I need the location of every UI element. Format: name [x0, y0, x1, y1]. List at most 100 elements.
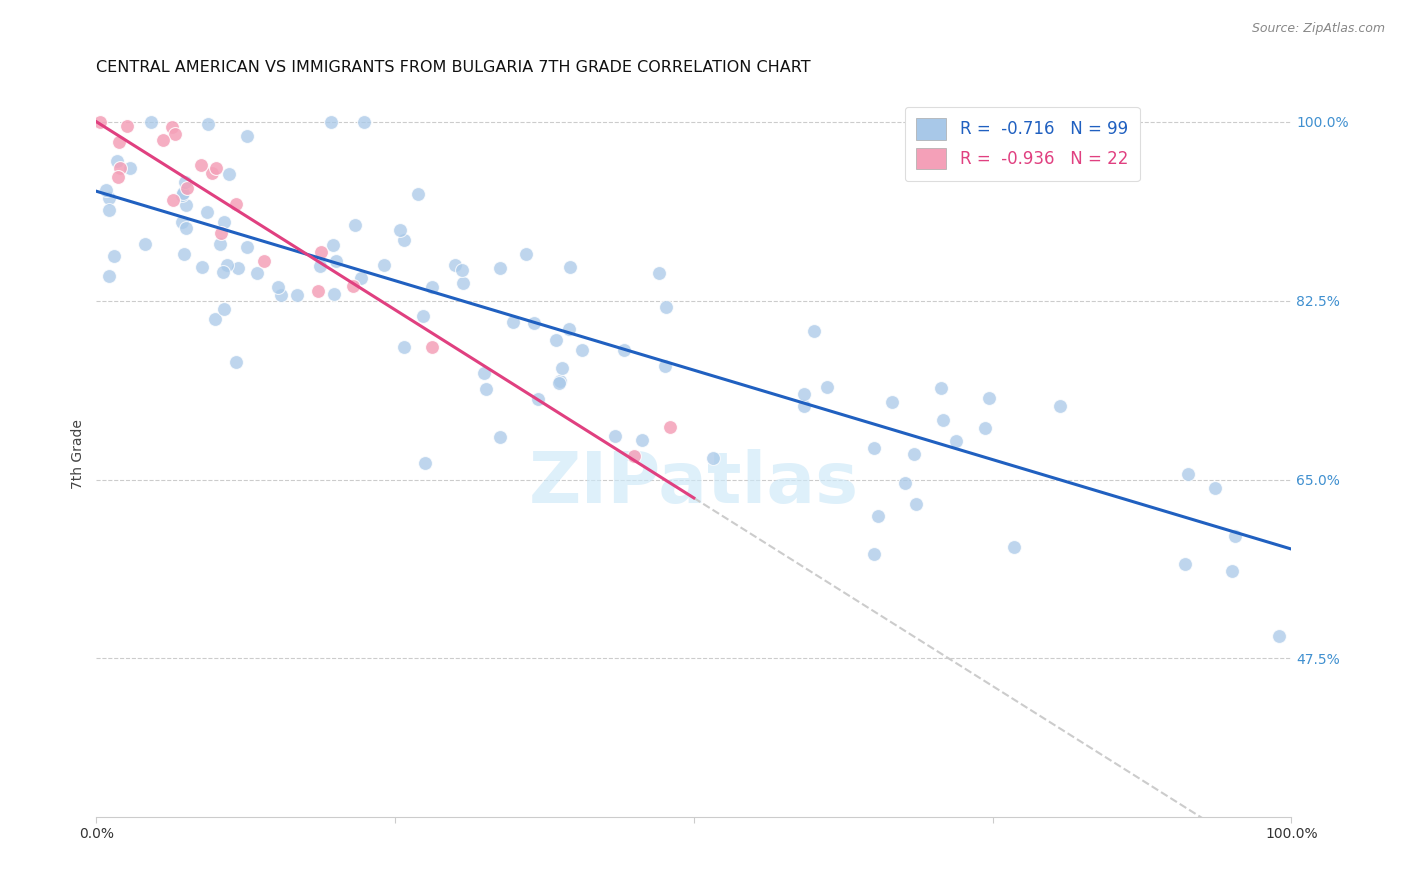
Point	[98, 202, 121, 217]
Point	[793, 399, 815, 413]
Point	[1177, 467, 1199, 481]
Point	[226, 261, 249, 276]
Point	[475, 382, 498, 396]
Point	[648, 266, 671, 280]
Point	[1002, 540, 1025, 554]
Point	[422, 340, 444, 354]
Point	[793, 387, 815, 401]
Point	[977, 391, 1000, 405]
Point	[945, 434, 967, 448]
Point	[211, 226, 233, 240]
Point	[527, 392, 550, 407]
Point	[162, 193, 184, 207]
Point	[120, 161, 142, 176]
Point	[551, 360, 574, 375]
Point	[108, 161, 131, 176]
Point	[285, 288, 308, 302]
Point	[523, 316, 546, 330]
Point	[894, 476, 917, 491]
Point	[1268, 630, 1291, 644]
Point	[212, 265, 235, 279]
Point	[270, 288, 292, 302]
Point	[558, 260, 581, 274]
Point	[623, 449, 645, 463]
Point	[655, 300, 678, 314]
Point	[450, 263, 472, 277]
Point	[105, 154, 128, 169]
Point	[502, 314, 524, 328]
Point	[165, 128, 187, 142]
Point	[212, 301, 235, 316]
Point	[139, 114, 162, 128]
Point	[195, 204, 218, 219]
Point	[489, 260, 512, 275]
Point	[1223, 528, 1246, 542]
Point	[548, 376, 571, 391]
Point	[115, 119, 138, 133]
Point	[702, 451, 724, 466]
Point	[603, 429, 626, 443]
Point	[322, 238, 344, 252]
Point	[353, 114, 375, 128]
Point	[558, 321, 581, 335]
Point	[197, 117, 219, 131]
Point	[98, 191, 121, 205]
Point	[215, 258, 238, 272]
Point	[1174, 557, 1197, 571]
Point	[172, 188, 194, 202]
Point	[882, 395, 904, 409]
Point	[212, 215, 235, 229]
Point	[412, 310, 434, 324]
Point	[325, 253, 347, 268]
Point	[152, 133, 174, 147]
Point	[803, 324, 825, 338]
Point	[974, 421, 997, 435]
Point	[546, 334, 568, 348]
Point	[236, 129, 259, 144]
Point	[253, 254, 276, 268]
Point	[658, 419, 681, 434]
Point	[225, 355, 247, 369]
Point	[235, 240, 257, 254]
Point	[89, 114, 111, 128]
Y-axis label: 7th Grade: 7th Grade	[72, 419, 86, 489]
Point	[373, 258, 395, 272]
Point	[444, 258, 467, 272]
Point	[394, 340, 416, 354]
Point	[208, 237, 231, 252]
Legend: R =  -0.716   N = 99, R =  -0.936   N = 22: R = -0.716 N = 99, R = -0.936 N = 22	[904, 107, 1140, 181]
Point	[191, 260, 214, 274]
Point	[322, 287, 344, 301]
Point	[342, 279, 364, 293]
Point	[173, 247, 195, 261]
Point	[108, 135, 131, 149]
Point	[413, 456, 436, 470]
Point	[548, 374, 571, 388]
Point	[190, 158, 212, 172]
Point	[863, 547, 886, 561]
Point	[267, 280, 290, 294]
Point	[1204, 481, 1226, 495]
Point	[307, 285, 329, 299]
Text: ZIPatlas: ZIPatlas	[529, 449, 859, 517]
Point	[931, 413, 953, 427]
Point	[98, 268, 121, 283]
Point	[350, 270, 373, 285]
Point	[319, 114, 342, 128]
Text: CENTRAL AMERICAN VS IMMIGRANTS FROM BULGARIA 7TH GRADE CORRELATION CHART: CENTRAL AMERICAN VS IMMIGRANTS FROM BULG…	[97, 60, 811, 75]
Point	[170, 214, 193, 228]
Point	[309, 245, 332, 260]
Point	[904, 497, 927, 511]
Point	[344, 219, 367, 233]
Point	[94, 183, 117, 197]
Point	[107, 170, 129, 185]
Point	[200, 166, 222, 180]
Point	[613, 343, 636, 358]
Point	[571, 343, 593, 358]
Point	[134, 237, 156, 252]
Point	[174, 220, 197, 235]
Point	[1049, 399, 1071, 413]
Point	[1220, 564, 1243, 578]
Point	[489, 429, 512, 443]
Point	[160, 120, 183, 134]
